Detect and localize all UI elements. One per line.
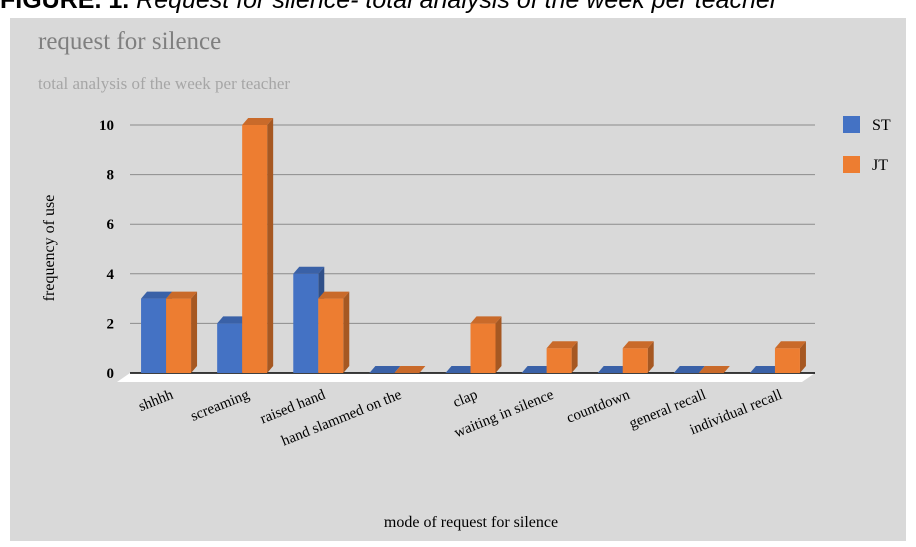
bar-face bbox=[141, 298, 167, 373]
bar-top bbox=[445, 366, 477, 373]
legend: ST JT bbox=[843, 116, 891, 174]
bar-JT-clap bbox=[470, 316, 502, 373]
bar-JT-hand-slammed-on-the bbox=[394, 366, 426, 373]
y-axis-ticks: 0 2 4 6 8 10 bbox=[99, 118, 115, 382]
bar-top bbox=[546, 341, 578, 349]
bar-face bbox=[217, 323, 243, 373]
bar-JT-shhhh bbox=[166, 291, 198, 373]
y-tick-label: 4 bbox=[107, 267, 115, 283]
bar-top bbox=[774, 341, 806, 349]
x-tick-label: screaming bbox=[189, 387, 253, 425]
legend-swatch-JT bbox=[843, 156, 860, 173]
bar-side bbox=[343, 291, 350, 373]
bar-face bbox=[774, 348, 800, 373]
bar-top bbox=[369, 366, 401, 373]
y-tick-label: 6 bbox=[107, 217, 115, 233]
bar-ST-individual-recall bbox=[749, 366, 781, 373]
bar-side bbox=[267, 118, 274, 373]
bar-face bbox=[622, 348, 648, 373]
bar-JT-waiting-in-silence bbox=[546, 341, 578, 373]
bar-side bbox=[647, 341, 654, 373]
bar-top bbox=[673, 366, 705, 373]
bar-ST-waiting-in-silence bbox=[521, 366, 553, 373]
bar-ST-general-recall bbox=[673, 366, 705, 373]
bar-top bbox=[242, 118, 274, 125]
bar-series bbox=[141, 118, 806, 373]
bar-top bbox=[217, 316, 249, 324]
chart-subtitle: total analysis of the week per teacher bbox=[38, 74, 291, 93]
bar-top bbox=[293, 266, 325, 274]
figure-caption-lead: FIGURE. 1. bbox=[0, 0, 130, 14]
bar-side bbox=[495, 316, 502, 373]
y-tick-label: 2 bbox=[107, 316, 115, 332]
bar-top bbox=[749, 366, 781, 373]
bar-face bbox=[318, 298, 344, 373]
x-axis-title: mode of request for silence bbox=[384, 514, 558, 531]
bar-top bbox=[521, 366, 553, 373]
x-tick-label: countdown bbox=[564, 387, 632, 427]
legend-label-JT: JT bbox=[872, 157, 888, 174]
bar-face bbox=[293, 273, 319, 373]
bar-ST-countdown bbox=[597, 366, 629, 373]
x-tick-label: clap bbox=[451, 387, 480, 411]
chart-floor bbox=[117, 372, 815, 382]
bar-JT-screaming bbox=[242, 118, 274, 373]
y-tick-label: 8 bbox=[107, 168, 115, 184]
legend-swatch-ST bbox=[843, 116, 860, 133]
bar-top bbox=[318, 291, 350, 299]
bar-ST-raised-hand bbox=[293, 266, 325, 373]
chart-title: request for silence bbox=[38, 28, 222, 55]
bar-face bbox=[166, 298, 192, 373]
bar-face bbox=[242, 125, 268, 373]
bar-JT-individual-recall bbox=[774, 341, 806, 373]
bar-top bbox=[698, 366, 730, 373]
figure-caption-text: Request for silence- total analysis of t… bbox=[136, 0, 779, 14]
figure-caption: FIGURE. 1. Request for silence- total an… bbox=[0, 0, 916, 18]
y-axis-title: frequency of use bbox=[41, 195, 58, 302]
bar-JT-countdown bbox=[622, 341, 654, 373]
bar-top bbox=[394, 366, 426, 373]
bar-top bbox=[166, 291, 198, 299]
y-tick-label: 0 bbox=[107, 366, 115, 382]
bar-ST-clap bbox=[445, 366, 477, 373]
bar-face bbox=[546, 348, 572, 373]
bar-JT-general-recall bbox=[698, 366, 730, 373]
bar-ST-hand-slammed-on-the bbox=[369, 366, 401, 373]
bar-side bbox=[799, 341, 806, 373]
chart-panel bbox=[10, 18, 906, 541]
bar-JT-raised-hand bbox=[318, 291, 350, 373]
bar-top bbox=[597, 366, 629, 373]
bar-top bbox=[141, 291, 173, 299]
legend-label-ST: ST bbox=[872, 117, 891, 134]
bar-top bbox=[622, 341, 654, 349]
bar-side bbox=[191, 291, 198, 373]
bar-face bbox=[470, 323, 496, 373]
bar-side bbox=[571, 341, 578, 373]
x-tick-label: shhhh bbox=[136, 387, 176, 415]
chart-floor-plane bbox=[117, 373, 815, 382]
bar-top bbox=[470, 316, 502, 324]
y-tick-label: 10 bbox=[99, 118, 114, 134]
